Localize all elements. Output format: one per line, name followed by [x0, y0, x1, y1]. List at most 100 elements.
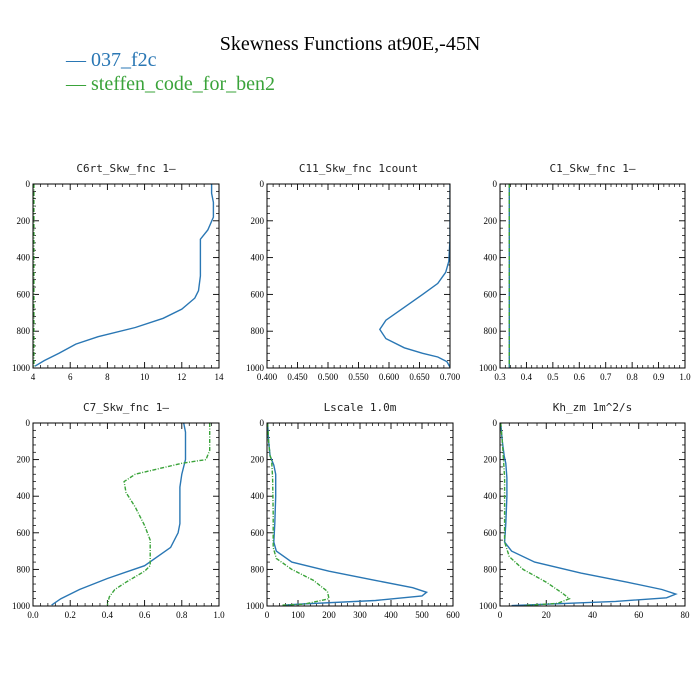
y-tick-label: 600: [17, 528, 31, 538]
x-tick-label: 0.9: [653, 372, 665, 382]
y-tick-label: 800: [251, 326, 265, 336]
y-tick-label: 400: [17, 491, 31, 501]
x-tick-label: 0.550: [348, 372, 369, 382]
x-tick-label: 1.0: [679, 372, 691, 382]
y-tick-label: 0: [26, 179, 31, 189]
y-tick-label: 600: [251, 289, 265, 299]
x-tick-label: 0.700: [440, 372, 461, 382]
series-line-blue: [51, 423, 187, 606]
x-tick-label: 300: [353, 610, 367, 620]
x-tick-label: 14: [215, 372, 225, 382]
y-tick-label: 0: [26, 418, 31, 428]
y-tick-label: 600: [484, 528, 498, 538]
plot-frame: [499, 422, 686, 607]
x-tick-label: 0.2: [65, 610, 76, 620]
y-tick-label: 200: [17, 216, 31, 226]
x-tick-label: 10: [140, 372, 150, 382]
x-tick-label: 0.450: [287, 372, 308, 382]
y-tick-label: 1000: [12, 363, 31, 373]
x-tick-label: 0.8: [176, 610, 188, 620]
series-line-blue: [378, 184, 450, 368]
panel-1: C6rt_Skw_fnc 1— 4 6 8 10 12 14 0 200 400 600 800 100…: [12, 162, 224, 382]
y-tick-label: 1000: [479, 601, 498, 611]
x-tick-label: 0: [265, 610, 270, 620]
y-tick-label: 200: [251, 455, 265, 465]
x-tick-label: 600: [446, 610, 460, 620]
x-tick-label: 200: [322, 610, 336, 620]
panel-5: Lscale 1.0m 0 100 200 300 400 500 600 0 200 400 600…: [246, 401, 460, 620]
y-tick-label: 400: [484, 253, 498, 263]
y-tick-label: 1000: [12, 601, 31, 611]
panel-title: C11_Skw_fnc 1count: [299, 162, 418, 175]
series-line-green: [267, 423, 330, 606]
x-tick-label: 0.6: [574, 372, 586, 382]
legend-entry-steffen-code: — steffen_code_for_ben2: [65, 73, 275, 95]
x-tick-label: 400: [384, 610, 398, 620]
x-tick-label: 40: [588, 610, 598, 620]
y-tick-label: 400: [17, 253, 31, 263]
panel-title: C6rt_Skw_fnc 1—: [76, 162, 176, 175]
x-tick-label: 0.0: [27, 610, 39, 620]
series-line-blue: [500, 423, 678, 606]
panel-2: C11_Skw_fnc 1count 0.400 0.450 0.500 0.550 0.…: [246, 162, 461, 382]
x-tick-label: 0: [498, 610, 503, 620]
x-tick-label: 0.600: [379, 372, 400, 382]
x-tick-label: 4: [31, 372, 36, 382]
y-tick-label: 800: [17, 564, 31, 574]
series-line-blue: [34, 184, 215, 367]
y-tick-label: 200: [484, 455, 498, 465]
y-tick-label: 800: [484, 326, 498, 336]
x-tick-label: 0.4: [102, 610, 114, 620]
y-tick-label: 200: [251, 216, 265, 226]
panel-title: Kh_zm 1m^2/s: [553, 401, 632, 414]
y-tick-label: 800: [484, 564, 498, 574]
y-tick-label: 800: [251, 564, 265, 574]
plot-frame: [32, 183, 220, 369]
x-tick-label: 0.500: [318, 372, 339, 382]
y-tick-label: 400: [251, 253, 265, 263]
y-tick-label: 600: [484, 289, 498, 299]
legend-entry-037-f2c: — 037_f2c: [65, 49, 157, 71]
y-tick-label: 800: [17, 326, 31, 336]
y-tick-label: 600: [17, 289, 31, 299]
x-tick-label: 60: [634, 610, 644, 620]
x-tick-label: 0.5: [547, 372, 559, 382]
y-tick-label: 1000: [246, 601, 265, 611]
panel-4: C7_Skw_fnc 1— 0.0 0.2 0.4 0.6 0.8 1.0 0 200 400 60…: [12, 401, 225, 620]
plot-frame: [266, 422, 454, 607]
panel-title: C1_Skw_fnc 1—: [549, 162, 635, 175]
series-line-green: [106, 423, 211, 606]
x-tick-label: 0.650: [409, 372, 430, 382]
plot-frame: [266, 183, 451, 369]
x-tick-label: 8: [105, 372, 110, 382]
y-tick-label: 1000: [246, 363, 265, 373]
x-tick-label: 0.400: [257, 372, 278, 382]
x-tick-label: 0.4: [521, 372, 533, 382]
x-tick-label: 0.3: [494, 372, 506, 382]
y-tick-label: 0: [493, 179, 498, 189]
y-tick-label: 0: [260, 179, 265, 189]
panel-title: C7_Skw_fnc 1—: [83, 401, 169, 414]
y-tick-label: 200: [484, 216, 498, 226]
x-tick-label: 0.6: [139, 610, 151, 620]
plot-frame: [499, 183, 686, 369]
plot-frame: [32, 422, 220, 607]
series-line-blue: [267, 423, 429, 606]
x-tick-label: 20: [542, 610, 552, 620]
panel-title: Lscale 1.0m: [324, 401, 397, 414]
x-tick-label: 0.8: [627, 372, 639, 382]
x-tick-label: 0.7: [600, 372, 612, 382]
x-tick-label: 6: [68, 372, 73, 382]
y-tick-label: 0: [493, 418, 498, 428]
panel-3: C1_Skw_fnc 1— 0.3 0.4 0.5 0.6 0.7 0.8 0.9 1.0 0 20…: [479, 162, 691, 382]
y-tick-label: 0: [260, 418, 265, 428]
x-tick-label: 12: [177, 372, 186, 382]
x-tick-label: 100: [291, 610, 305, 620]
y-tick-label: 400: [251, 491, 265, 501]
series-line-green: [500, 423, 571, 606]
panel-grid: C6rt_Skw_fnc 1—4 6 8 10 12 140200400600800100…: [12, 162, 691, 620]
y-tick-label: 1000: [479, 363, 498, 373]
y-tick-label: 200: [17, 455, 31, 465]
